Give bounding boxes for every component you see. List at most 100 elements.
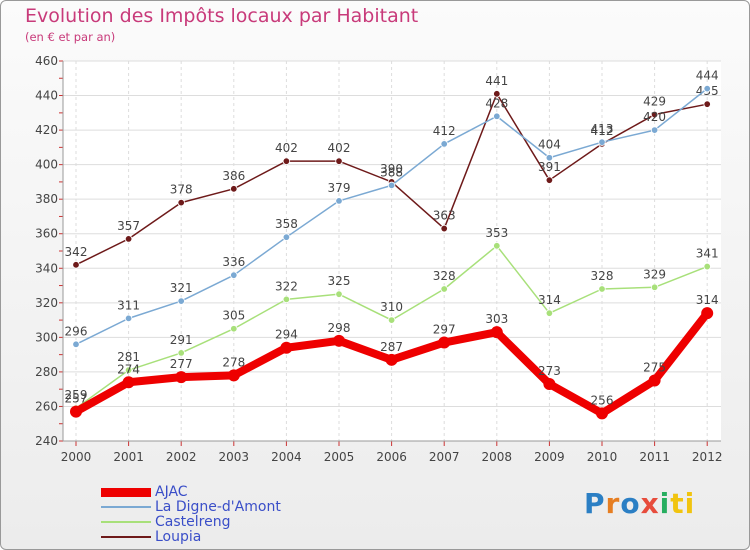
x-tick-label: 2012 bbox=[692, 450, 723, 464]
logo-letter: P bbox=[584, 487, 606, 520]
x-tick-label: 2003 bbox=[219, 450, 250, 464]
data-point-castelreng bbox=[177, 349, 185, 357]
data-label-loupia: 386 bbox=[222, 169, 245, 183]
data-point-la-digne-d-amont bbox=[177, 297, 185, 305]
legend-swatch-ajac bbox=[101, 488, 151, 497]
data-label-ajac: 298 bbox=[328, 321, 351, 335]
x-tick-label: 2005 bbox=[324, 450, 355, 464]
data-point-loupia bbox=[72, 261, 80, 269]
y-tick-label: 320 bbox=[35, 296, 58, 310]
legend: AJAC La Digne-d'Amont Castelreng Loupia bbox=[101, 485, 361, 545]
data-label-la-digne-d-amont: 358 bbox=[275, 217, 298, 231]
data-point-la-digne-d-amont bbox=[230, 271, 238, 279]
data-label-ajac: 314 bbox=[696, 293, 719, 307]
data-point-loupia bbox=[440, 224, 448, 233]
legend-label-loupia: Loupia bbox=[155, 529, 202, 545]
data-point-ajac bbox=[438, 336, 451, 349]
data-point-loupia bbox=[177, 198, 185, 207]
data-point-castelreng bbox=[282, 295, 291, 304]
data-label-ajac: 274 bbox=[117, 362, 140, 376]
data-label-la-digne-d-amont: 296 bbox=[65, 324, 88, 338]
x-tick-label: 2000 bbox=[61, 450, 92, 464]
legend-label-castelreng: Castelreng bbox=[155, 514, 231, 530]
data-label-castelreng: 305 bbox=[222, 309, 245, 323]
data-point-ajac bbox=[543, 378, 556, 390]
data-point-la-digne-d-amont bbox=[545, 154, 554, 162]
data-point-castelreng bbox=[440, 285, 448, 293]
data-label-la-digne-d-amont: 428 bbox=[485, 96, 508, 110]
data-label-ajac: 278 bbox=[222, 355, 245, 369]
y-tick-label: 300 bbox=[35, 330, 58, 344]
data-label-castelreng: 314 bbox=[538, 293, 561, 307]
legend-item-ajac: AJAC bbox=[101, 485, 361, 500]
data-label-loupia: 402 bbox=[275, 141, 298, 155]
legend-item-castelreng: Castelreng bbox=[101, 515, 361, 530]
data-point-la-digne-d-amont bbox=[124, 314, 133, 323]
logo-letter: o bbox=[620, 487, 641, 520]
data-label-castelreng: 259 bbox=[65, 388, 88, 402]
data-label-loupia: 378 bbox=[170, 183, 193, 197]
legend-swatch-castelreng bbox=[101, 521, 151, 523]
y-tick-label: 260 bbox=[35, 399, 58, 413]
y-tick-label: 340 bbox=[35, 261, 58, 275]
data-point-castelreng bbox=[493, 242, 501, 250]
data-label-castelreng: 322 bbox=[275, 279, 298, 293]
data-label-la-digne-d-amont: 412 bbox=[433, 124, 456, 138]
x-tick-label: 2006 bbox=[376, 450, 407, 464]
data-point-ajac bbox=[648, 374, 661, 387]
data-label-ajac: 294 bbox=[275, 328, 298, 342]
data-point-castelreng bbox=[230, 325, 238, 333]
data-point-la-digne-d-amont bbox=[282, 233, 291, 241]
data-label-loupia: 363 bbox=[433, 209, 456, 223]
data-point-la-digne-d-amont bbox=[72, 340, 80, 348]
y-tick-label: 400 bbox=[35, 158, 58, 172]
data-point-ajac bbox=[333, 334, 345, 347]
data-label-loupia: 412 bbox=[591, 124, 614, 138]
x-tick-label: 2010 bbox=[587, 450, 618, 464]
data-label-loupia: 391 bbox=[538, 160, 561, 174]
data-point-loupia bbox=[703, 100, 711, 108]
data-label-la-digne-d-amont: 420 bbox=[643, 110, 666, 124]
y-tick-label: 240 bbox=[35, 434, 58, 448]
data-point-ajac bbox=[280, 341, 293, 354]
data-label-la-digne-d-amont: 311 bbox=[117, 298, 140, 312]
data-label-la-digne-d-amont: 321 bbox=[170, 281, 193, 295]
data-point-castelreng bbox=[335, 290, 343, 298]
data-label-castelreng: 291 bbox=[170, 333, 193, 347]
data-point-castelreng bbox=[387, 316, 396, 324]
data-label-la-digne-d-amont: 413 bbox=[591, 122, 614, 136]
data-point-loupia bbox=[335, 157, 343, 165]
data-point-castelreng bbox=[650, 283, 659, 291]
data-label-castelreng: 325 bbox=[328, 274, 351, 288]
x-tick-label: 2007 bbox=[429, 450, 460, 464]
data-point-ajac bbox=[385, 353, 398, 366]
data-point-la-digne-d-amont bbox=[335, 197, 343, 205]
data-label-castelreng: 328 bbox=[591, 269, 614, 283]
data-point-ajac bbox=[175, 371, 188, 384]
data-point-la-digne-d-amont bbox=[650, 126, 659, 134]
data-label-castelreng: 310 bbox=[380, 300, 403, 314]
y-tick-label: 420 bbox=[35, 123, 58, 137]
x-tick-label: 2011 bbox=[639, 450, 670, 464]
data-label-ajac: 287 bbox=[380, 340, 403, 354]
data-label-ajac: 273 bbox=[538, 364, 561, 378]
data-label-loupia: 390 bbox=[380, 162, 403, 176]
data-label-ajac: 275 bbox=[643, 361, 666, 375]
data-label-la-digne-d-amont: 388 bbox=[380, 165, 403, 179]
logo-letter: x bbox=[640, 487, 660, 520]
x-tick-label: 2008 bbox=[482, 450, 513, 464]
data-label-castelreng: 281 bbox=[117, 350, 140, 364]
data-label-loupia: 441 bbox=[485, 74, 508, 88]
data-point-loupia bbox=[124, 235, 133, 243]
data-label-ajac: 277 bbox=[170, 357, 193, 371]
data-label-loupia: 342 bbox=[65, 245, 88, 259]
data-label-castelreng: 329 bbox=[643, 267, 666, 281]
proxiti-logo: Proxiti bbox=[584, 487, 695, 520]
data-point-loupia bbox=[282, 157, 291, 165]
y-tick-label: 440 bbox=[35, 89, 58, 103]
data-label-ajac: 303 bbox=[485, 312, 508, 326]
logo-letter: i bbox=[659, 487, 671, 520]
data-point-la-digne-d-amont bbox=[387, 181, 396, 190]
